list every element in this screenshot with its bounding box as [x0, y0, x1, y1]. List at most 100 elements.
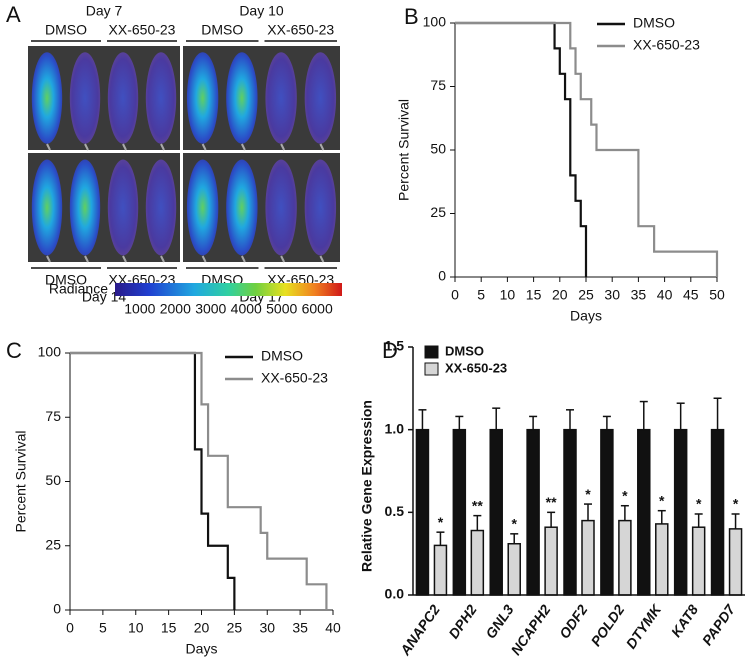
bar — [673, 428, 688, 596]
legend-label: DMSO — [445, 343, 484, 358]
mouse — [186, 52, 219, 144]
legend-swatch — [424, 362, 439, 376]
bar — [618, 519, 632, 596]
x-tick-label: 50 — [709, 287, 725, 303]
mouse-tail — [280, 143, 286, 151]
group-label: DMSO — [45, 22, 87, 38]
x-tick-label: 25 — [227, 620, 243, 636]
mouse-tail — [319, 255, 325, 263]
mouse — [145, 52, 177, 144]
x-tick-label: 30 — [259, 620, 275, 636]
x-tick-label: 5 — [477, 287, 485, 303]
significance: ** — [472, 497, 483, 513]
mouse — [304, 159, 337, 256]
survival-line — [70, 351, 328, 610]
mouse — [107, 159, 139, 256]
mouse-tail — [46, 143, 51, 151]
y-tick-label: 0.0 — [385, 586, 405, 602]
mouse-tail — [319, 143, 325, 151]
mouse — [304, 52, 337, 144]
group-label: XX-650-23 — [267, 22, 334, 38]
legend-label: DMSO — [261, 348, 303, 364]
y-tick-label: 50 — [430, 141, 446, 157]
bar — [507, 542, 521, 596]
bar — [526, 428, 540, 596]
bar — [581, 519, 595, 596]
mouse-tail — [201, 255, 207, 263]
mouse — [31, 159, 63, 256]
mouse — [226, 52, 258, 144]
mouse-tail — [46, 255, 51, 263]
x-tick-label: 0 — [66, 620, 74, 636]
bar — [655, 523, 669, 596]
survival-line — [455, 21, 719, 277]
survival-line — [455, 21, 588, 277]
mouse — [69, 159, 101, 256]
day-label: Day 10 — [239, 3, 284, 19]
x-tick-label: 15 — [526, 287, 542, 303]
mouse-tail — [122, 255, 127, 263]
x-tick-label: 40 — [325, 620, 341, 636]
mouse — [145, 159, 177, 256]
y-tick-label: 100 — [38, 344, 62, 360]
y-axis-title: Relative Gene Expression — [359, 400, 375, 572]
colorbar-tick-label: 3000 — [195, 301, 226, 317]
x-tick-label: DTYMK — [623, 601, 665, 652]
significance: * — [733, 496, 739, 512]
group-label: XX-650-23 — [109, 22, 176, 38]
group-label: DMSO — [201, 22, 243, 38]
significance: * — [659, 492, 665, 508]
x-tick-label: ANAPC2 — [396, 602, 443, 659]
mouse-tail — [160, 143, 165, 151]
colorbar-label: Radiance — [49, 281, 108, 297]
significance: * — [696, 496, 702, 512]
mouse-tail — [84, 143, 89, 151]
panel-letter: D — [382, 338, 398, 363]
y-axis-title: Percent Survival — [396, 99, 412, 201]
x-tick-label: 10 — [128, 620, 144, 636]
x-tick-label: 45 — [683, 287, 699, 303]
panel-letter: C — [6, 338, 22, 363]
mouse-tail — [122, 143, 127, 151]
panel-letter: A — [6, 2, 21, 27]
y-axis-title: Percent Survival — [13, 431, 29, 533]
x-tick-label: POLD2 — [587, 602, 627, 650]
colorbar — [115, 283, 342, 296]
day-label: Day 7 — [86, 3, 123, 19]
colorbar-tick-label: 4000 — [231, 301, 262, 317]
x-tick-label: 20 — [194, 620, 210, 636]
mouse — [226, 159, 258, 256]
x-tick-label: PAPD7 — [699, 601, 739, 649]
group-label: DMSO — [45, 272, 87, 288]
significance: * — [585, 486, 591, 502]
x-tick-label: ODF2 — [556, 601, 591, 641]
y-tick-label: 1.5 — [385, 338, 405, 354]
x-axis-title: Days — [186, 641, 218, 657]
x-tick-label: 10 — [500, 287, 516, 303]
bar — [728, 528, 743, 596]
bar — [691, 526, 706, 596]
x-tick-label: 25 — [578, 287, 594, 303]
bar — [600, 428, 614, 596]
survival-line — [70, 351, 236, 610]
y-tick-label: 75 — [45, 408, 61, 424]
x-tick-label: 20 — [552, 287, 568, 303]
significance: * — [511, 516, 517, 532]
legend-label: XX-650-23 — [261, 370, 328, 386]
x-tick-label: DPH2 — [445, 602, 480, 642]
legend-label: DMSO — [633, 15, 675, 31]
bar — [544, 526, 558, 596]
x-tick-label: GNL3 — [482, 601, 517, 641]
y-tick-label: 1.0 — [385, 420, 405, 436]
mouse — [107, 52, 139, 144]
y-tick-label: 100 — [423, 14, 447, 30]
significance: * — [622, 487, 628, 503]
mouse-tail — [240, 255, 246, 263]
mouse-tail — [240, 143, 246, 151]
bar — [433, 544, 448, 596]
y-tick-label: 0 — [53, 601, 61, 617]
colorbar-tick-label: 5000 — [266, 301, 297, 317]
bar — [415, 428, 430, 596]
panel-letter: B — [404, 4, 419, 29]
